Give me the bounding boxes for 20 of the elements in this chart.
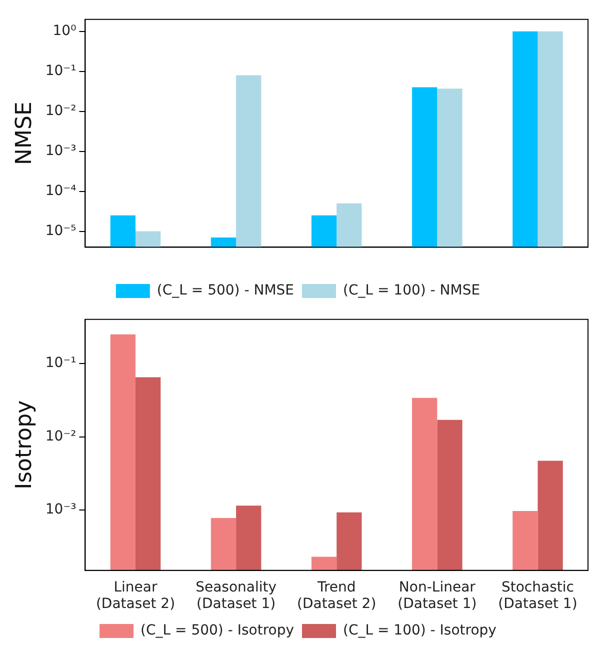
x-tick-label: Linear (Dataset 2): [96, 579, 176, 612]
y-tick-label: 10⁻⁴: [45, 182, 77, 199]
legend-label: (C_L = 500) - Isotropy: [140, 622, 294, 639]
y-tick-label: 10⁻⁵: [45, 222, 76, 239]
y-tick-label: 10⁻²: [45, 428, 76, 444]
legend-label: (C_L = 100) - NMSE: [343, 282, 480, 299]
y-tick-label: 10⁰: [52, 23, 77, 40]
x-tick-label: Seasonality (Dataset 1): [196, 579, 277, 612]
x-tick-label: Non-Linear (Dataset 1): [398, 579, 477, 612]
y-tick-label: 10⁻¹: [45, 63, 76, 80]
y-tick-label: 10⁻¹: [45, 355, 76, 372]
y-tick-label: 10⁻³: [45, 502, 76, 518]
x-tick-label: Stochastic (Dataset 1): [498, 579, 578, 612]
y-tick-label: 10⁻²: [45, 103, 76, 120]
y-tick-label: 10⁻³: [45, 142, 76, 159]
legend-label: (C_L = 500) - NMSE: [156, 282, 294, 299]
y-axis-title: Isotropy: [12, 400, 37, 490]
legend-label: (C_L = 100) - Isotropy: [343, 622, 496, 639]
x-tick-label: Trend (Dataset 2): [297, 579, 376, 612]
y-axis-title: NMSE: [12, 102, 37, 165]
